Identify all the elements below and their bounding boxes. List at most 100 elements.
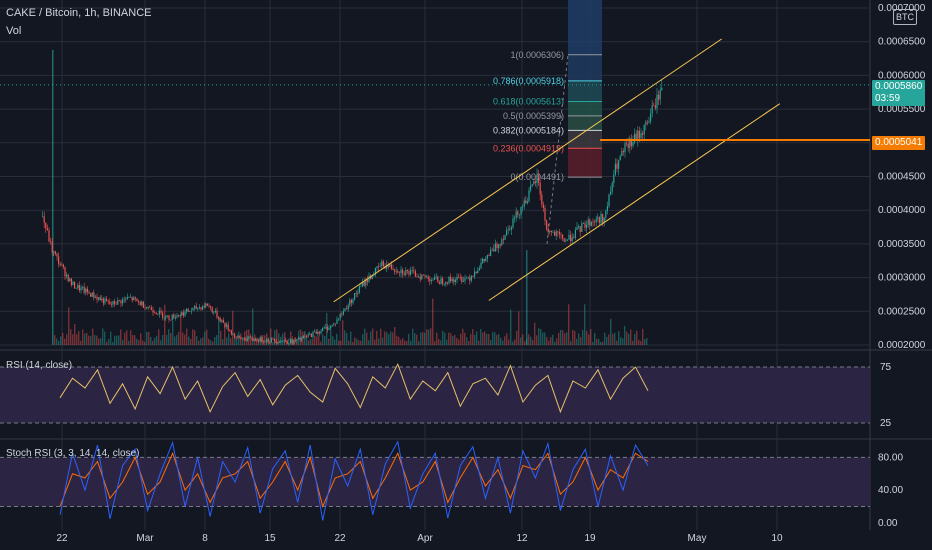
candle-body <box>176 315 178 318</box>
candle-body <box>294 340 296 341</box>
candle-body <box>469 277 471 281</box>
candle-body <box>190 310 192 312</box>
volume-bar <box>608 334 610 345</box>
candle-body <box>611 183 613 192</box>
candle-body <box>107 301 109 302</box>
volume-bar <box>378 338 380 345</box>
candle-body <box>90 293 92 297</box>
volume-bar <box>644 339 646 345</box>
volume-bar <box>398 336 400 345</box>
candle-body <box>386 264 388 269</box>
currency-badge[interactable]: BTC <box>893 9 917 25</box>
candle-body <box>210 306 212 308</box>
candle-body <box>302 336 304 339</box>
volume-bar <box>412 328 414 345</box>
volume-bar <box>166 335 168 345</box>
volume-bar <box>238 331 240 345</box>
candle-body <box>493 249 495 252</box>
candle-body <box>374 267 376 275</box>
candle-body <box>520 207 522 215</box>
candle-body <box>413 270 415 272</box>
volume-bar <box>410 340 412 345</box>
candle-body <box>291 339 293 344</box>
candle-body <box>494 243 496 252</box>
volume-bar <box>618 331 620 345</box>
volume-bar <box>270 328 272 345</box>
candle-body <box>410 270 412 275</box>
candle-body <box>184 311 186 316</box>
candle-body <box>123 298 125 300</box>
candle-body <box>152 309 154 313</box>
candle-body <box>501 239 503 246</box>
candle-body <box>50 241 52 242</box>
volume-bar <box>472 329 474 345</box>
volume-bar <box>68 307 70 345</box>
volume-bar <box>476 331 478 345</box>
volume-bar <box>592 341 594 345</box>
candle-body <box>363 281 365 286</box>
volume-bar <box>72 334 74 345</box>
candle-body <box>398 272 400 274</box>
volume-bar <box>326 312 328 345</box>
candle-body <box>133 297 135 301</box>
rsi-line <box>59 362 649 414</box>
volume-bar <box>70 329 72 345</box>
candle-body <box>595 218 597 223</box>
volume-bar <box>374 339 376 345</box>
candle-body <box>509 229 511 230</box>
candle-body <box>570 234 572 241</box>
candle-body <box>288 343 290 344</box>
volume-bar <box>230 338 232 345</box>
candle-body <box>144 307 146 309</box>
candle-body <box>554 231 556 236</box>
candle-body <box>587 219 589 225</box>
volume-bar <box>108 338 110 345</box>
volume-bar <box>482 332 484 345</box>
candle-body <box>166 315 168 316</box>
candle-body <box>629 138 631 148</box>
candle-body <box>624 143 626 153</box>
volume-bar <box>218 316 220 345</box>
candle-body <box>150 307 152 310</box>
volume-bar <box>392 332 394 345</box>
candle-body <box>450 276 452 282</box>
candle-body <box>470 276 472 281</box>
candle-body <box>298 337 300 340</box>
candle-body <box>139 301 141 306</box>
y-axis-tick-label: 0.0004500 <box>878 172 926 183</box>
candle-body <box>424 275 426 277</box>
volume-bar <box>244 331 246 345</box>
volume-bar <box>208 338 210 345</box>
y-axis-tick-label: 0.0006000 <box>878 70 926 81</box>
fibonacci-level-label: 0.786(0.0005918) <box>493 76 564 86</box>
candle-body <box>552 231 554 233</box>
candle-body <box>614 163 616 175</box>
volume-bar <box>164 304 166 345</box>
volume-bar <box>436 332 438 345</box>
candle-body <box>390 264 392 269</box>
candle-body <box>213 312 215 313</box>
candle-body <box>42 216 44 217</box>
volume-bar <box>456 337 458 345</box>
candle-body <box>104 298 106 304</box>
volume-bar <box>582 329 584 345</box>
volume-bar <box>546 337 548 345</box>
volume-bar <box>558 332 560 345</box>
candle-body <box>280 341 282 343</box>
candle-body <box>437 276 439 283</box>
candle-body <box>85 288 87 293</box>
fibonacci-level-label: 0.5(0.0005399) <box>503 111 564 121</box>
last-price-value: 0.0005860 <box>875 81 923 92</box>
candle-body <box>536 174 538 184</box>
candle-body <box>171 314 173 320</box>
volume-bar <box>360 340 362 345</box>
candle-body <box>486 255 488 259</box>
candle-body <box>618 160 620 169</box>
volume-bar <box>128 340 130 345</box>
candle-body <box>483 258 485 262</box>
candle-body <box>357 292 359 294</box>
stoch-axis-label: 0.00 <box>878 518 898 529</box>
candle-body <box>467 277 469 279</box>
